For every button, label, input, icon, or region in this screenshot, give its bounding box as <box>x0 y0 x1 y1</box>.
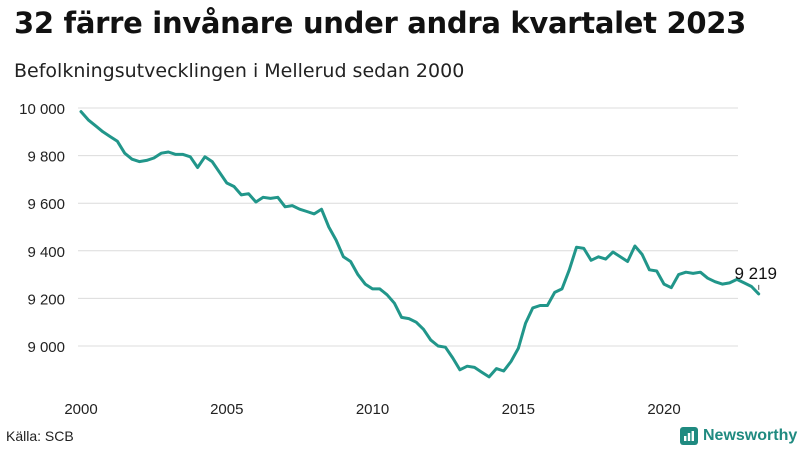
x-tick-label: 2010 <box>356 401 389 418</box>
series-layer <box>79 110 761 379</box>
y-tick-label: 9 400 <box>27 244 65 261</box>
chart-title: 32 färre invånare under andra kvartalet … <box>14 6 746 40</box>
x-tick-label: 2000 <box>64 401 97 418</box>
y-tick-label: 9 600 <box>27 196 65 213</box>
x-axis-tick-labels: 2000 2005 2010 2015 2020 <box>64 401 680 418</box>
last-value-label: 9 219 <box>734 264 777 283</box>
x-tick-label: 2005 <box>210 401 243 418</box>
annotation-layer: 9 219 <box>734 264 777 290</box>
source-note: Källa: SCB <box>6 428 74 444</box>
x-tick-label: 2015 <box>502 401 535 418</box>
y-tick-label: 9 000 <box>27 339 65 356</box>
bar-chart-logo-icon <box>680 427 698 445</box>
y-axis-tick-labels: 9 000 9 200 9 400 9 600 9 800 10 000 <box>19 101 65 356</box>
y-tick-label: 9 200 <box>27 291 65 308</box>
population-series-line <box>79 110 761 379</box>
y-tick-label: 10 000 <box>19 101 65 118</box>
brand-name: Newsworthy <box>703 427 798 444</box>
newsworthy-brand[interactable]: Newsworthy <box>680 424 797 448</box>
chart-subtitle: Befolkningsutvecklingen i Mellerud sedan… <box>14 60 465 82</box>
gridlines <box>78 107 738 347</box>
y-tick-label: 9 800 <box>27 149 65 166</box>
x-tick-label: 2020 <box>647 401 680 418</box>
